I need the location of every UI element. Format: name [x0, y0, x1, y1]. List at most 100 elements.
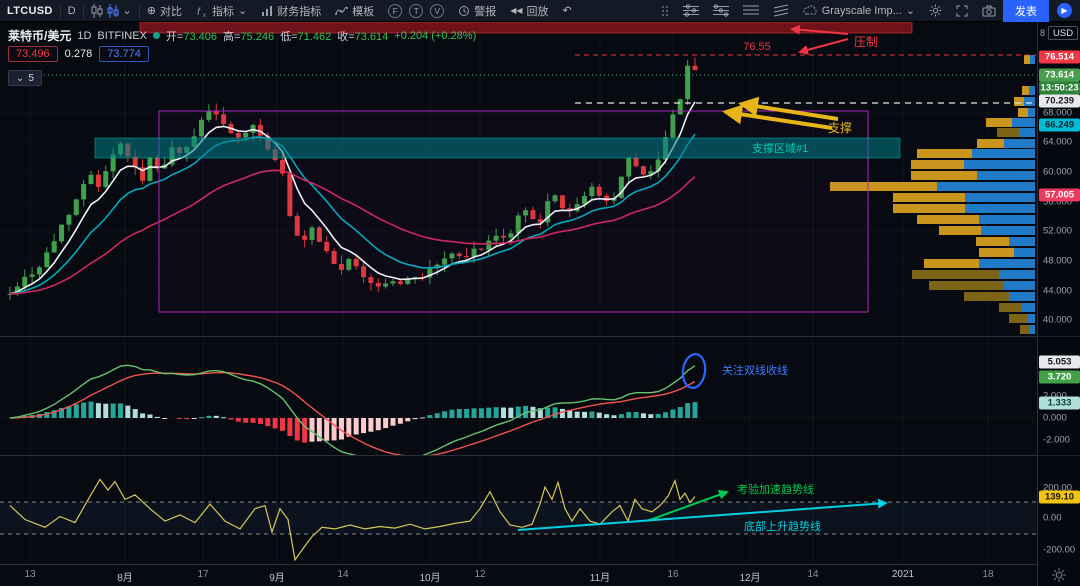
toolbar-separator: [59, 3, 61, 18]
time-tick: 12: [474, 569, 486, 580]
stacked-layout-button[interactable]: [766, 0, 796, 22]
sliders-alt-icon: [712, 4, 729, 17]
change-value: +0.204 (+0.28%): [394, 29, 477, 42]
publish-button[interactable]: 发表: [1003, 0, 1049, 22]
clock-plus-icon: [459, 5, 470, 16]
price-axis[interactable]: 68.000 64.000 60.000 56.000 52.000 48.000 44.0…: [1037, 22, 1080, 586]
gear-icon: [929, 4, 942, 17]
cloud-layout-button[interactable]: Grayscale Imp... ⌄: [796, 0, 922, 22]
price-tick: 200.00: [1043, 482, 1073, 494]
low-value: 71.462: [297, 30, 332, 43]
low-label: 低: [280, 30, 292, 43]
price-tick: 0.00: [1043, 512, 1062, 524]
time-axis[interactable]: 13 8月 17 9月 14 10月 12 11月 16 12月 14 2021 18: [0, 564, 1037, 586]
resistance-label[interactable]: 压制: [854, 35, 878, 49]
macd-convergence-ellipse[interactable]: [681, 352, 708, 390]
candlestick-series: [7, 57, 698, 300]
replay-button[interactable]: ◀◀ 回放: [510, 5, 549, 18]
snapshot-button[interactable]: [975, 0, 1003, 22]
price-axis-header[interactable]: 8 USD: [1040, 26, 1079, 40]
circle-f-icon: F: [388, 3, 403, 18]
time-tick: 18: [982, 569, 994, 580]
undo-button[interactable]: ↶: [556, 0, 579, 22]
price-tick: 56.000: [1043, 196, 1073, 208]
accel-trend-arrow[interactable]: [646, 490, 729, 522]
wave-icon: [335, 6, 349, 15]
play-button[interactable]: ▶: [1057, 3, 1072, 18]
favorite-t-button[interactable]: T: [409, 0, 430, 22]
support-arrow-2[interactable]: [738, 96, 839, 121]
price-badge: 66.249: [1039, 118, 1080, 132]
financials-button[interactable]: 财务指标: [254, 0, 328, 22]
fullscreen-button[interactable]: [949, 0, 975, 22]
axis-prefix: 8: [1040, 28, 1046, 38]
accel-trend-label[interactable]: 考验加速趋势线: [737, 482, 814, 496]
time-tick: 8月: [117, 573, 133, 584]
settings-button[interactable]: [922, 0, 949, 22]
ask-price[interactable]: 73.774: [99, 46, 149, 62]
support-label[interactable]: 支撑: [828, 120, 852, 135]
chart-type-button[interactable]: ⌄: [84, 0, 139, 22]
time-tick: 14: [807, 569, 819, 580]
support-zone-label[interactable]: 支撑区域#1: [752, 141, 808, 155]
resistance-arrow-2[interactable]: [798, 38, 849, 55]
close-value: 73.614: [354, 30, 389, 43]
templates-button[interactable]: 模板: [328, 0, 381, 22]
resistance-arrow-1[interactable]: [790, 24, 849, 35]
drag-handle[interactable]: [654, 0, 676, 22]
oscillator-line: [9, 478, 696, 562]
candlestick-icon: [91, 3, 103, 18]
price-tick: -200.00: [1043, 544, 1076, 556]
bottom-trend-line[interactable]: [517, 498, 888, 531]
oscillator-value-badge: 139.10: [1039, 490, 1080, 504]
collapsed-count: 5: [28, 72, 34, 84]
panel-layout-1-button[interactable]: [676, 0, 706, 22]
macd-note-label[interactable]: 关注双线收线: [722, 363, 788, 377]
ma-mid-line: [9, 133, 696, 295]
toolbar-separator: [82, 3, 84, 18]
camera-icon: [982, 5, 996, 16]
ma-slow-line: [9, 169, 696, 295]
favorite-v-button[interactable]: V: [430, 0, 451, 22]
interval-button[interactable]: D: [67, 4, 76, 17]
volume-profile: [830, 55, 1035, 334]
ma-fast-line: [9, 101, 696, 295]
alert-button[interactable]: 警报: [451, 0, 503, 22]
currency-toggle[interactable]: USD: [1048, 26, 1079, 40]
macd-signal-line: [9, 371, 696, 455]
circle-v-icon: V: [430, 3, 445, 18]
macd-value-badge: 3.720: [1039, 370, 1080, 384]
time-tick: 13: [24, 569, 36, 580]
time-tick: 12月: [739, 573, 761, 584]
time-tick: 2021: [891, 569, 915, 580]
collapsed-indicators-button[interactable]: ⌄ 5: [8, 70, 42, 86]
hollow-candles-icon: [107, 3, 119, 18]
lines-layout-button[interactable]: [736, 0, 766, 22]
interval-label: 1D: [77, 29, 92, 42]
rewind-icon: ◀◀: [510, 6, 523, 15]
resistance-zone-band: [139, 21, 913, 34]
cloud-icon: [802, 5, 817, 15]
exchange-label: BITFINEX: [97, 29, 147, 42]
bottom-trend-label[interactable]: 底部上升趋势线: [744, 519, 821, 533]
drawing-zones: [139, 21, 913, 34]
symbol-button[interactable]: LTCUSD: [7, 4, 53, 17]
symbol-title: 莱特币/美元: [8, 29, 72, 43]
favorite-f-button[interactable]: F: [381, 0, 409, 22]
range-box-group: [158, 110, 869, 313]
chevron-down-icon: ⌄: [905, 5, 915, 17]
high-value: 75.246: [240, 30, 275, 43]
panel-layout-2-button[interactable]: [706, 0, 736, 22]
bid-price[interactable]: 73.496: [8, 46, 58, 62]
axis-settings-button[interactable]: [1048, 567, 1070, 583]
macd-value-badge: 1.333: [1039, 396, 1080, 410]
bar-chart-icon: [262, 5, 273, 16]
price-badge: 13:50:23: [1039, 81, 1080, 95]
resistance-level-label[interactable]: 76.55: [743, 41, 771, 53]
compare-button[interactable]: ⊕ 对比: [146, 5, 182, 18]
plus-circle-icon: ⊕: [146, 5, 156, 17]
symbol-legend[interactable]: 莱特币/美元 1D BITFINEX 开=73.406 高=75.246 低=7…: [8, 29, 477, 43]
